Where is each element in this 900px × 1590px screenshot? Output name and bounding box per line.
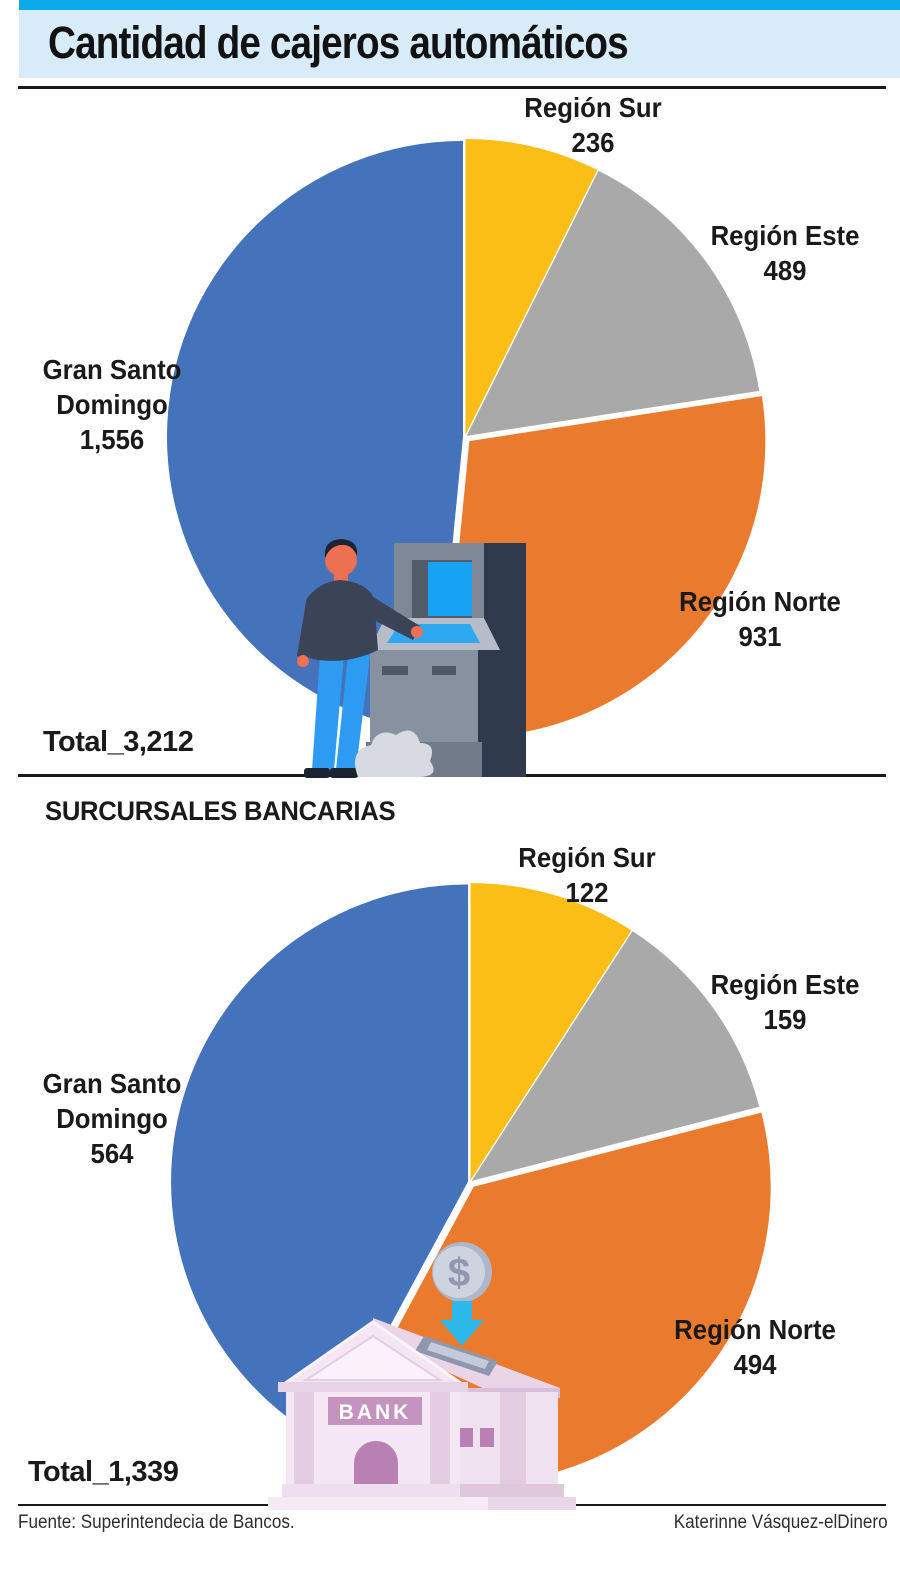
pie-label-gran-santo-domingo: Gran Santo Domingo 1,556 xyxy=(43,352,182,457)
person-neck xyxy=(334,570,348,584)
atm-side-panel xyxy=(478,543,526,777)
pie-chart-branches xyxy=(171,883,771,1484)
pie-label-line: 236 xyxy=(571,127,615,158)
pie-label-line: Región Este xyxy=(710,220,860,251)
section-heading-branches: SURCURSALES BANCARIAS xyxy=(45,796,396,826)
atm-slot-left xyxy=(382,666,408,675)
person-hand-left xyxy=(297,655,309,667)
person-leg-left xyxy=(312,655,344,770)
person-arm-right xyxy=(358,590,420,640)
pie-label-line: 489 xyxy=(763,255,807,286)
divider-bottom xyxy=(18,1504,886,1506)
bank-architrave xyxy=(278,1382,468,1392)
roof-coin-slot xyxy=(427,1342,489,1369)
pie-label-line: 494 xyxy=(733,1349,777,1380)
person-hair xyxy=(324,539,358,558)
atm-screen-bezel xyxy=(412,560,472,618)
coin-dollar-symbol: $ xyxy=(448,1251,470,1295)
pie-slice-gran-santo-domingo xyxy=(166,140,464,732)
pie-label-line: Región Sur xyxy=(524,92,662,123)
pie-label-región-norte: Región Norte 931 xyxy=(679,584,841,654)
pie-label-line: Domingo xyxy=(56,1103,168,1134)
bank-window-1 xyxy=(459,1428,473,1447)
pie-slice-región-este xyxy=(466,170,760,436)
footer-source: Fuente: Superintendecia de Bancos. xyxy=(18,1512,295,1533)
person-torso xyxy=(306,580,378,661)
pie-label-región-sur: Región Sur 122 xyxy=(518,840,655,910)
bank-column-right xyxy=(430,1392,450,1484)
atm-person-illustration xyxy=(297,539,526,778)
pie-label-gran-santo-domingo: Gran Santo Domingo 564 xyxy=(43,1066,182,1171)
pie-label-line: 564 xyxy=(90,1138,134,1169)
pie-label-line: Región Norte xyxy=(679,586,841,617)
total-branches: Total_1,339 xyxy=(28,1456,179,1488)
bank-facade xyxy=(286,1392,460,1484)
pie-label-line: Gran Santo xyxy=(42,1068,182,1099)
pie-slice-región-sur xyxy=(470,883,632,1181)
atm-slot-right xyxy=(432,666,456,675)
atm-tray xyxy=(387,624,480,643)
page-title: Cantidad de cajeros automáticos xyxy=(48,17,629,68)
pie-label-line: Domingo xyxy=(56,389,168,420)
atm-cabinet xyxy=(370,650,478,742)
bank-door xyxy=(354,1441,398,1484)
pie-slice-región-sur xyxy=(465,139,598,436)
pie-slice-región-norte xyxy=(332,1112,771,1484)
bank-window-2 xyxy=(480,1428,494,1447)
total-atms: Total_3,212 xyxy=(43,726,194,758)
bank-illustration: BANK $ xyxy=(268,1242,576,1510)
bank-step-1 xyxy=(282,1484,474,1497)
coin-face xyxy=(433,1246,485,1298)
pie-label-line: 122 xyxy=(565,877,609,908)
divider-middle xyxy=(18,774,886,777)
pie-label-line: Región Norte xyxy=(674,1314,836,1345)
bank-eave xyxy=(445,1388,560,1398)
pie-slice-región-norte xyxy=(440,396,766,738)
person-arm-left xyxy=(297,602,318,660)
bank-step-1-right xyxy=(460,1484,564,1497)
pie-label-región-este: Región Este 159 xyxy=(711,967,860,1037)
bank-pediment-inner xyxy=(302,1334,444,1381)
coin-edge xyxy=(432,1242,492,1302)
pie-label-line: Región Sur xyxy=(518,842,656,873)
person-leg-right xyxy=(336,655,370,770)
bank-column-left xyxy=(294,1392,314,1484)
bank-wing-column xyxy=(500,1392,526,1484)
person-head xyxy=(325,544,357,576)
footer-credit: Katerinne Vásquez-elDinero xyxy=(674,1512,888,1533)
pie-label-line: 931 xyxy=(738,621,782,652)
bank-pediment xyxy=(279,1320,467,1386)
deposit-arrow-icon xyxy=(440,1301,484,1346)
pie-label-line: Gran Santo xyxy=(42,354,182,385)
pie-label-line: 1,556 xyxy=(79,424,145,455)
roof-coin-slot-frame xyxy=(415,1336,498,1376)
bank-sign xyxy=(328,1397,422,1425)
person-hand-right xyxy=(411,626,423,638)
atm-base xyxy=(366,742,482,777)
atm-screen xyxy=(428,562,472,616)
pie-label-line: Región Este xyxy=(710,969,860,1000)
pie-slice-gran-santo-domingo xyxy=(171,884,469,1443)
pie-label-región-este: Región Este 489 xyxy=(711,218,860,288)
pie-label-región-norte: Región Norte 494 xyxy=(674,1312,836,1382)
pie-label-región-sur: Región Sur 236 xyxy=(524,90,661,160)
header-accent-bar xyxy=(19,0,900,10)
atm-monitor xyxy=(394,543,484,635)
pie-label-line: 159 xyxy=(763,1004,807,1035)
bank-roof xyxy=(373,1318,560,1406)
header-band xyxy=(19,10,900,78)
atm-lid xyxy=(369,618,500,650)
bank-sign-text: BANK xyxy=(339,1401,412,1424)
bank-wing-wall xyxy=(458,1392,558,1484)
pie-chart-atms xyxy=(166,139,766,738)
bush xyxy=(354,730,434,777)
divider-top xyxy=(18,86,886,89)
